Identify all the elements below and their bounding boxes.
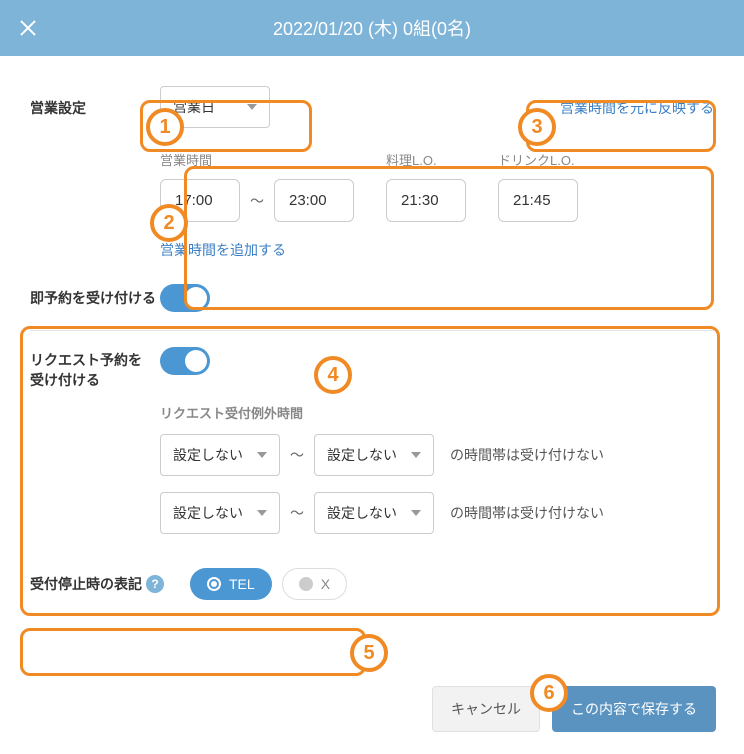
exclusion-suffix: の時間帯は受け付けない [450, 445, 604, 465]
drink-lo-input[interactable]: 21:45 [498, 179, 578, 222]
annotation-box-5 [20, 628, 366, 676]
close-icon[interactable] [16, 16, 40, 40]
request-booking-toggle[interactable] [160, 347, 210, 375]
add-hours-link[interactable]: 営業時間を追加する [160, 242, 286, 258]
section-divider [30, 330, 714, 331]
food-lo-col-label: 料理L.O. [386, 150, 466, 169]
open-time-input[interactable]: 17:00 [160, 179, 240, 222]
help-icon[interactable]: ? [146, 575, 164, 593]
food-lo-input[interactable]: 21:30 [386, 179, 466, 222]
instant-booking-toggle[interactable] [160, 284, 210, 312]
request-booking-label: リクエスト予約を 受け付ける [30, 347, 160, 390]
modal-body: 営業設定 営業日 営業時間を元に反映する 営業時間 17:00 〜 [0, 56, 744, 600]
chevron-down-icon [257, 510, 267, 516]
stop-display-radio-group: TEL X [190, 568, 347, 600]
exclusion-1-to-select[interactable]: 設定しない [314, 434, 434, 476]
hours-columns: 営業時間 17:00 〜 23:00 料理L.O. 21:30 [160, 150, 714, 222]
hours-col-label: 営業時間 [160, 150, 354, 169]
stop-display-label: 受付停止時の表記 [30, 574, 142, 594]
cancel-button[interactable]: キャンセル [432, 686, 540, 732]
business-settings-label: 営業設定 [30, 86, 160, 118]
chevron-down-icon [411, 452, 421, 458]
callout-5: 5 [350, 634, 388, 672]
exclusion-suffix: の時間帯は受け付けない [450, 503, 604, 523]
close-time-input[interactable]: 23:00 [274, 179, 354, 222]
business-status-value: 営業日 [173, 97, 215, 117]
stop-display-tel-option[interactable]: TEL [190, 568, 272, 600]
range-tilde: 〜 [248, 191, 266, 211]
radio-icon [207, 577, 221, 591]
modal-footer: キャンセル この内容で保存する [432, 686, 716, 732]
chevron-down-icon [247, 104, 257, 110]
modal-title: 2022/01/20 (木) 0組(0名) [40, 15, 728, 41]
chevron-down-icon [257, 452, 267, 458]
reflect-hours-link[interactable]: 営業時間を元に反映する [560, 98, 714, 118]
chevron-down-icon [411, 510, 421, 516]
stop-display-x-option[interactable]: X [282, 568, 347, 600]
exclusion-2-from-select[interactable]: 設定しない [160, 492, 280, 534]
business-status-select[interactable]: 営業日 [160, 86, 270, 128]
modal-header: 2022/01/20 (木) 0組(0名) [0, 0, 744, 56]
request-exclusion-heading: リクエスト受付例外時間 [160, 403, 714, 422]
drink-lo-col-label: ドリンクL.O. [498, 150, 578, 169]
save-button[interactable]: この内容で保存する [552, 686, 716, 732]
exclusion-2-to-select[interactable]: 設定しない [314, 492, 434, 534]
settings-modal: 2022/01/20 (木) 0組(0名) 営業設定 営業日 営業時間を元に反映… [0, 0, 744, 754]
exclusion-1-from-select[interactable]: 設定しない [160, 434, 280, 476]
instant-booking-label: 即予約を受け付ける [30, 288, 160, 308]
radio-icon [299, 577, 313, 591]
